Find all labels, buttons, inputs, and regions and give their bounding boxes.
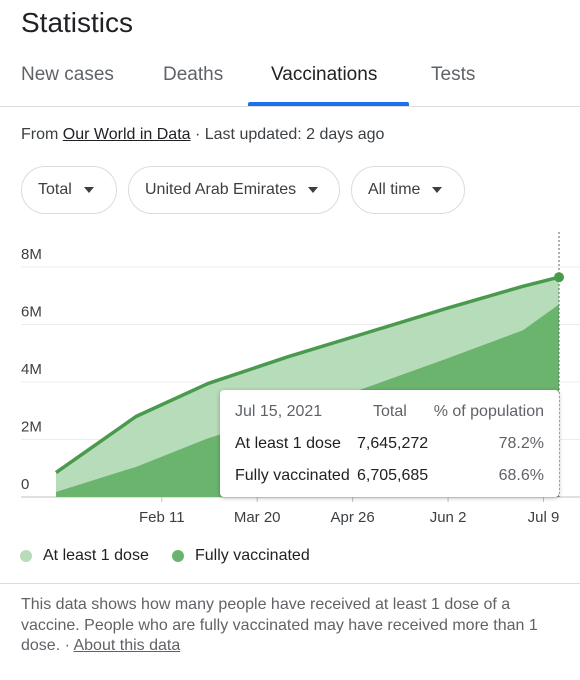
- time-range-dropdown[interactable]: All time: [351, 166, 465, 214]
- x-tick-label: Feb 11: [139, 509, 185, 526]
- tooltip-row-total: 6,705,685: [357, 467, 429, 484]
- active-tab-indicator: [248, 102, 409, 106]
- legend-label: At least 1 dose: [43, 547, 149, 564]
- source-link[interactable]: Our World in Data: [62, 126, 191, 143]
- legend-swatch-fully-vaccinated: [172, 550, 184, 562]
- y-tick-label: 8M: [21, 246, 42, 263]
- at-least-1-dose-area: [56, 277, 559, 492]
- metric-dropdown[interactable]: Total: [21, 166, 117, 214]
- tooltip-row-label: At least 1 dose: [235, 435, 341, 452]
- total-line: [54, 275, 560, 474]
- time-range-dropdown-label: All time: [368, 181, 421, 198]
- about-this-data-link[interactable]: About this data: [73, 637, 181, 654]
- data-note-separator: ·: [60, 637, 74, 654]
- region-dropdown-label: United Arab Emirates: [145, 181, 297, 198]
- x-tick-label: Jun 2: [430, 509, 467, 526]
- source-prefix: From: [21, 126, 63, 143]
- tooltip-row-percent: 78.2%: [498, 435, 544, 452]
- hover-point: [554, 272, 564, 283]
- x-tick-label: Mar 20: [234, 509, 281, 526]
- footer-divider: [0, 583, 580, 584]
- data-note: This data shows how many people have rec…: [21, 595, 551, 657]
- tooltip-row-total: 7,645,272: [357, 435, 429, 452]
- tooltip-row-percent: 68.6%: [498, 467, 544, 484]
- y-tick-label: 4M: [21, 361, 42, 378]
- legend-item: Fully vaccinated: [172, 545, 310, 567]
- x-tick-label: Apr 26: [331, 509, 375, 526]
- caret-down-icon: [432, 187, 443, 193]
- y-tick-label: 2M: [21, 419, 42, 436]
- tab-deaths[interactable]: Deaths: [163, 64, 224, 85]
- last-updated: · Last updated: 2 days ago: [190, 126, 385, 143]
- metric-dropdown-label: Total: [38, 181, 72, 198]
- tab-bar: New cases Deaths Vaccinations Tests: [0, 56, 580, 106]
- tooltip-row-label: Fully vaccinated: [235, 467, 350, 484]
- y-tick-label: 0: [21, 476, 29, 493]
- y-tick-label: 6M: [21, 304, 42, 321]
- data-note-text: This data shows how many people have rec…: [21, 596, 538, 654]
- tab-tests[interactable]: Tests: [431, 64, 476, 85]
- page-title: Statistics: [21, 7, 134, 38]
- tab-vaccinations[interactable]: Vaccinations: [271, 64, 378, 85]
- legend-label: Fully vaccinated: [195, 547, 310, 564]
- caret-down-icon: [308, 187, 319, 193]
- x-tick-label: Jul 9: [528, 509, 560, 526]
- tooltip-header-total: Total: [373, 403, 407, 420]
- tabs-divider: [0, 106, 580, 107]
- legend-item: At least 1 dose: [20, 545, 149, 567]
- source-line: From Our World in Data · Last updated: 2…: [21, 126, 384, 144]
- tab-new-cases[interactable]: New cases: [21, 64, 114, 85]
- caret-down-icon: [83, 187, 94, 193]
- tooltip-date: Jul 15, 2021: [235, 403, 323, 420]
- region-dropdown[interactable]: United Arab Emirates: [128, 166, 340, 214]
- legend-swatch-at-least-1-dose: [20, 550, 32, 562]
- tooltip-header-percent: % of population: [433, 403, 544, 420]
- chart-tooltip: Jul 15, 2021 Total % of population At le…: [220, 390, 559, 497]
